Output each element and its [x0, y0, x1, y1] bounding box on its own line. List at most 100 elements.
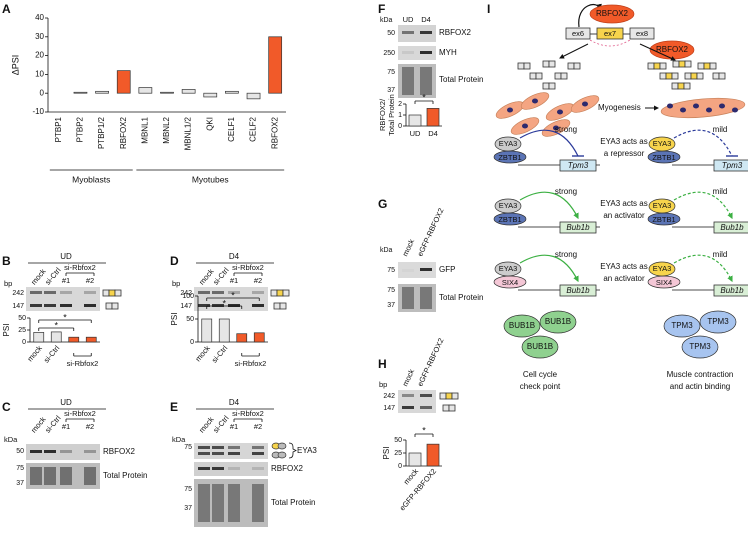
label: Bub1b [566, 286, 590, 295]
band [228, 467, 240, 470]
band [228, 304, 240, 307]
label: EYA3 [653, 264, 672, 273]
panel-letter: A [2, 2, 11, 16]
label: RBFOX2 [596, 9, 629, 18]
band [60, 450, 72, 453]
band [44, 304, 56, 307]
label: 147 [383, 405, 395, 412]
band [30, 291, 42, 294]
arrow [519, 254, 579, 283]
label: 75 [387, 69, 395, 76]
blot [194, 443, 268, 459]
label: Cell cycle [523, 370, 558, 379]
exon [442, 404, 450, 412]
label: PSI [2, 324, 11, 337]
y-tick-label: 20 [35, 51, 44, 60]
myotube [660, 97, 746, 119]
label: EYA3 [499, 139, 518, 148]
band [420, 406, 432, 409]
gene [713, 221, 748, 234]
bar [225, 90, 239, 94]
band [198, 484, 210, 522]
x-tick-label: mock [193, 344, 212, 364]
blot [26, 463, 100, 489]
nucleus [532, 98, 538, 104]
label: RBFOX2 [271, 464, 304, 473]
label: Bub1b [720, 286, 744, 295]
band [198, 467, 210, 470]
x-tick-label: MBNL1 [140, 116, 149, 143]
arrow [673, 254, 733, 283]
bar [408, 452, 422, 467]
label: 147 [12, 303, 24, 310]
label: si-Ctrl [43, 266, 63, 287]
bar [218, 318, 230, 343]
label: D4 [229, 398, 240, 407]
label: 250 [383, 50, 395, 57]
label: ZBTB1 [498, 153, 521, 162]
arrow [559, 43, 589, 59]
bar [246, 92, 261, 100]
label: 75 [387, 287, 395, 294]
band [402, 31, 414, 34]
blot [398, 25, 436, 42]
label: Tpm3 [722, 161, 743, 170]
label: Myotubes [192, 174, 229, 184]
x-tick-label: RBFOX2 [119, 116, 128, 149]
y-tick-label: 0 [190, 339, 194, 346]
label: 37 [387, 302, 395, 309]
label: UD [60, 398, 72, 407]
label: TPM3 [671, 321, 693, 330]
label: EYA3 [297, 446, 317, 455]
exon [111, 302, 119, 310]
exon [565, 27, 591, 40]
panel-letter: H [378, 357, 387, 371]
exon [696, 72, 704, 80]
exon [671, 82, 679, 90]
y-tick-label: 50 [18, 315, 26, 322]
exon [451, 392, 459, 400]
label: UD [403, 15, 414, 24]
band [420, 31, 432, 34]
label: ZBTB1 [652, 215, 675, 224]
label: RBFOX2 [439, 28, 472, 37]
eya3 [648, 261, 676, 277]
bar [408, 114, 422, 127]
band [420, 268, 432, 271]
label: Tpm3 [568, 161, 589, 170]
label: D4 [421, 15, 431, 24]
band [212, 446, 224, 449]
label: BUB1B [545, 317, 571, 326]
label: Total Protein [439, 75, 483, 84]
x-tick-label: mock [25, 344, 44, 364]
band [212, 291, 224, 294]
eya3 [494, 198, 522, 214]
band [402, 51, 414, 54]
protein [699, 310, 737, 334]
label: #1 [230, 276, 238, 285]
label: GFP [439, 265, 455, 274]
label: mild [713, 250, 728, 259]
label: BUB1B [509, 321, 535, 330]
label: and actin binding [670, 382, 731, 391]
exon [108, 289, 116, 297]
exon [703, 62, 711, 70]
label: BUB1B [527, 342, 553, 351]
label: strong [555, 125, 577, 134]
label: Total Protein [439, 293, 483, 302]
exon [684, 60, 692, 68]
exon [690, 72, 698, 80]
blot [398, 284, 436, 312]
exon [105, 302, 113, 310]
exon [672, 60, 680, 68]
shape [277, 442, 287, 450]
band [252, 484, 264, 522]
nucleus [732, 107, 738, 113]
label: Myoblasts [72, 174, 110, 184]
x-tick-label: QKI [205, 117, 214, 131]
exon [712, 72, 720, 80]
label: ZBTB1 [652, 153, 675, 162]
label: si-Rbfox2 [232, 263, 264, 272]
label: TPM3 [689, 342, 711, 351]
